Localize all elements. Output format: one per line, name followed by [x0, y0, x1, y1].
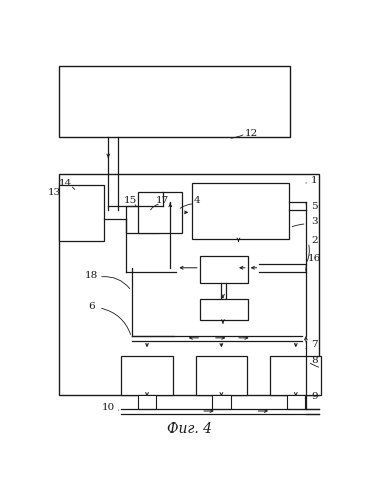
Bar [60, 185, 104, 241]
Text: 12: 12 [245, 129, 258, 138]
Text: 6: 6 [88, 302, 94, 311]
Bar [60, 174, 319, 395]
Text: 8: 8 [311, 356, 318, 365]
Bar [196, 356, 247, 395]
Text: 9: 9 [311, 392, 318, 401]
Text: Фиг. 4: Фиг. 4 [167, 423, 212, 437]
Text: 7: 7 [311, 340, 318, 349]
Text: 10: 10 [102, 403, 115, 412]
Bar [60, 66, 290, 137]
Bar [286, 395, 305, 409]
Bar [121, 356, 172, 395]
Bar [192, 183, 289, 239]
Text: 5: 5 [311, 202, 318, 211]
Text: 4: 4 [194, 196, 201, 205]
Bar [200, 298, 248, 320]
Text: 17: 17 [156, 196, 169, 205]
Text: 1: 1 [311, 176, 318, 185]
Text: 15: 15 [123, 196, 137, 205]
Bar [126, 206, 159, 233]
Bar [138, 395, 156, 409]
Text: 16: 16 [308, 254, 321, 263]
Text: 2: 2 [311, 237, 318, 246]
Bar [270, 356, 322, 395]
Text: 14: 14 [59, 179, 72, 188]
Bar [200, 256, 248, 283]
Text: 13: 13 [47, 188, 61, 197]
Bar [212, 395, 231, 409]
Bar [138, 192, 182, 233]
Text: 18: 18 [85, 271, 98, 280]
Text: 3: 3 [311, 217, 318, 226]
